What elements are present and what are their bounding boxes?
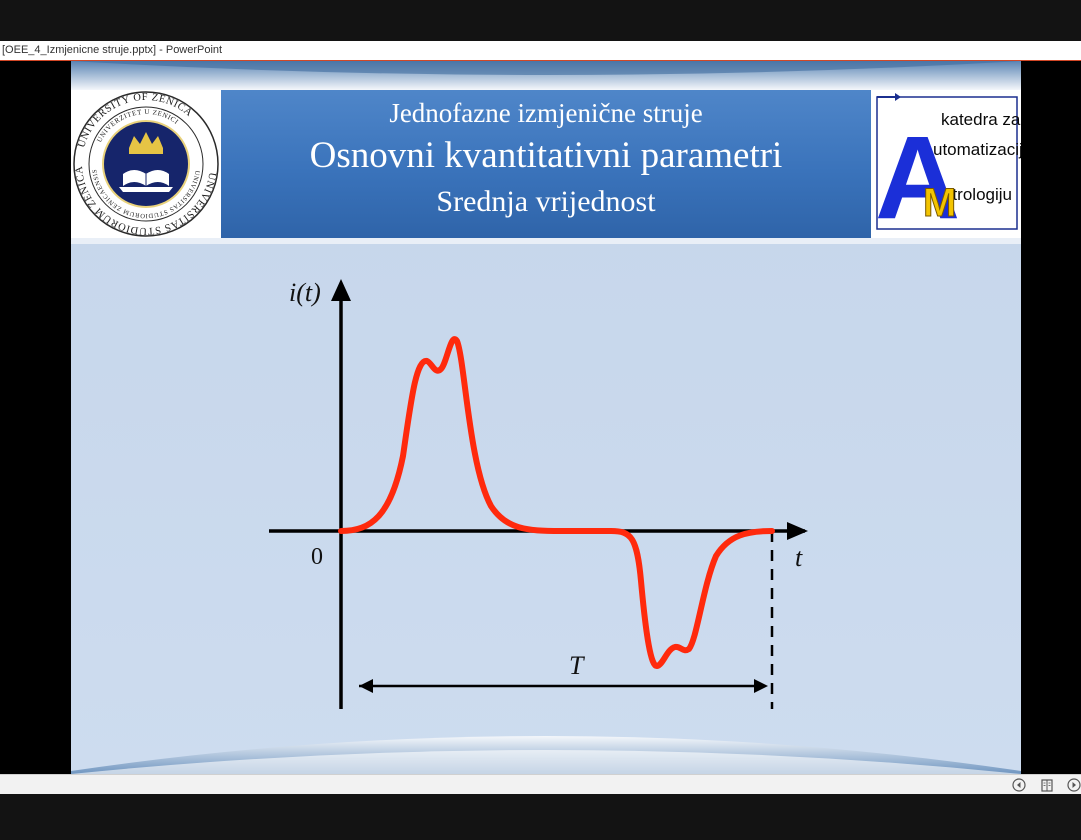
x-axis-arrow — [787, 522, 808, 540]
period-arrow-left-head — [359, 679, 373, 693]
logo-big-m: M — [923, 181, 956, 225]
header-subject: Jednofazne izmjenične struje — [389, 98, 703, 128]
logo-line-3: etrologiju — [943, 185, 1012, 204]
logo-line-1: katedra za — [941, 110, 1021, 129]
period-arrow-right-head — [754, 679, 768, 693]
department-logo: katedra za utomatizaciju i etrologiju A … — [871, 90, 1021, 244]
next-slide-button[interactable] — [1066, 777, 1081, 793]
slide: UNIVERSITY OF ZENICA UNIVERSITAS STUDIOR… — [71, 61, 1021, 774]
header-title: Osnovni kvantitativni parametri — [309, 135, 783, 176]
logo-big-a: A — [875, 112, 960, 238]
reading-view-icon — [1041, 779, 1053, 792]
window-title: [OEE_4_Izmjenicne struje.pptx] - PowerPo… — [2, 44, 223, 56]
slide-header: Jednofazne izmjenične struje Osnovni kva… — [221, 90, 871, 238]
university-seal-icon: UNIVERSITY OF ZENICA UNIVERSITAS STUDIOR… — [71, 82, 219, 237]
reading-view-button[interactable] — [1039, 777, 1055, 793]
period-label: T — [569, 651, 585, 680]
slide-viewport: UNIVERSITY OF ZENICA UNIVERSITAS STUDIOR… — [0, 61, 1081, 774]
x-axis-label: t — [795, 543, 803, 572]
prev-slide-icon — [1012, 778, 1026, 792]
waveform-curve — [338, 336, 775, 669]
window-titlebar: [OEE_4_Izmjenicne struje.pptx] - PowerPo… — [0, 41, 1081, 61]
origin-label: 0 — [311, 544, 323, 570]
department-logo-icon: katedra za utomatizaciju i etrologiju A … — [875, 93, 1021, 244]
logo-line-2: utomatizaciju i — [933, 140, 1021, 159]
statusbar — [0, 774, 1081, 794]
waveform-figure: i(t) t 0 T — [269, 278, 808, 709]
university-logo: UNIVERSITY OF ZENICA UNIVERSITAS STUDIOR… — [71, 82, 221, 238]
next-slide-icon — [1067, 778, 1081, 792]
prev-slide-button[interactable] — [1011, 777, 1027, 793]
y-axis-label: i(t) — [289, 278, 321, 307]
y-axis-arrow — [331, 279, 351, 301]
header-subtitle: Srednja vrijednost — [436, 185, 656, 218]
